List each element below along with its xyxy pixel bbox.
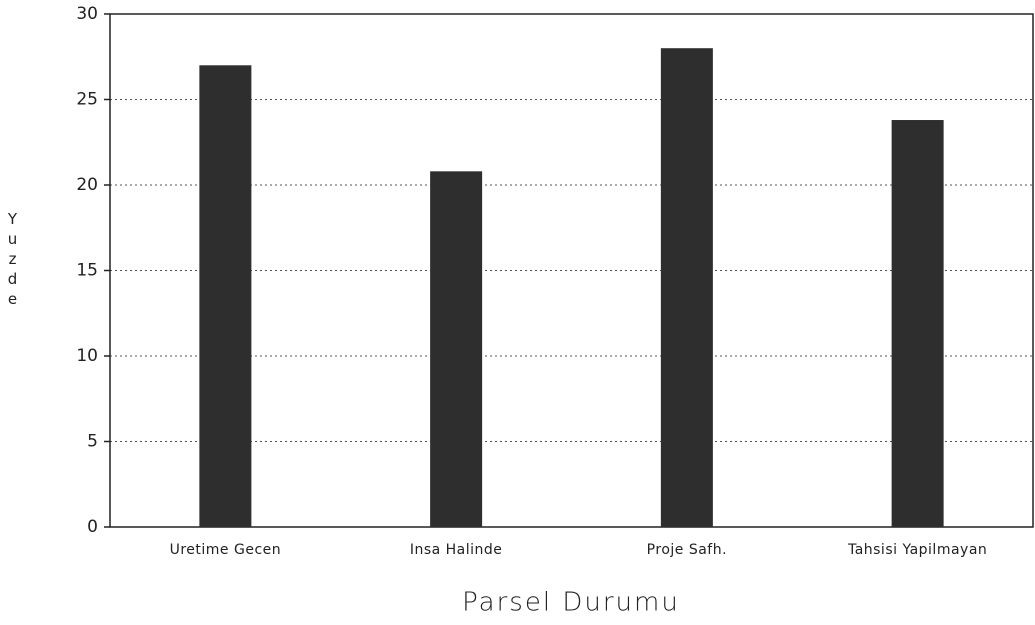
y-tick-label: 30 (76, 4, 98, 24)
y-tick-label: 10 (76, 346, 98, 366)
bar (430, 171, 483, 527)
y-axis-label: Yuzde (4, 210, 22, 310)
bar (660, 48, 713, 527)
y-tick-label: 20 (76, 175, 98, 195)
bar (199, 65, 252, 528)
x-tick-label: Proje Safh. (647, 542, 727, 558)
plot-frame (109, 13, 1034, 528)
y-tick-label: 5 (87, 432, 98, 452)
y-tick-label: 15 (76, 261, 98, 281)
bar (891, 120, 944, 528)
y-tick-label: 25 (76, 90, 98, 110)
x-tick-label: Uretime Gecen (170, 542, 282, 558)
x-axis-label: Parsel Durumu (462, 588, 680, 618)
y-tick-label: 0 (87, 517, 98, 537)
x-tick-label: Tahsisi Yapilmayan (847, 542, 987, 558)
x-tick-label: Insa Halinde (410, 542, 503, 558)
